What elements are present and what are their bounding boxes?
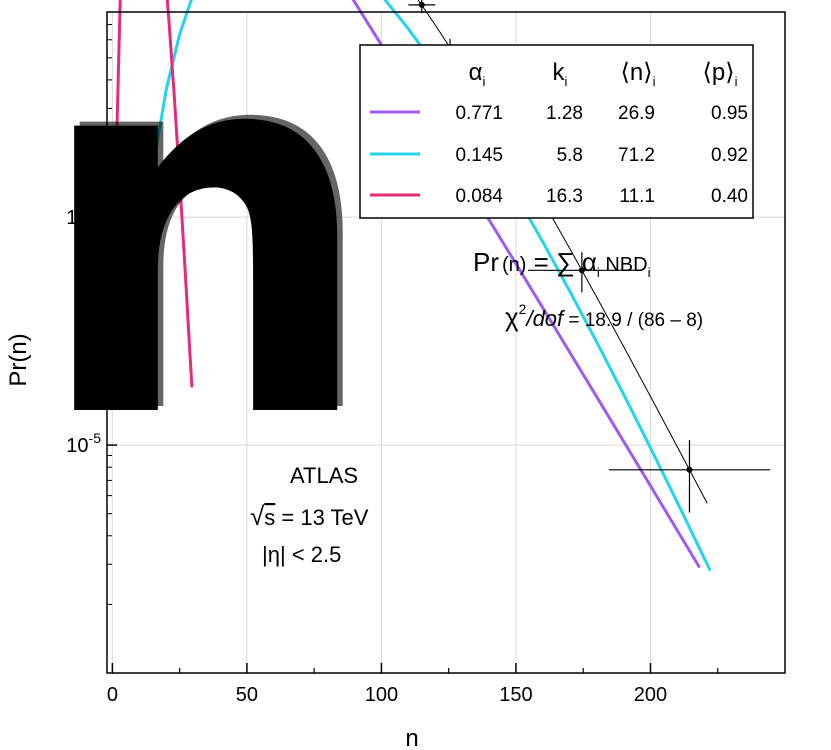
x-tick-label: 200	[634, 684, 667, 706]
legend-header: αi ki ⟨n⟩i ⟨p⟩i	[469, 59, 738, 89]
binned-data-point	[686, 466, 693, 473]
legend-header-cell: ⟨p⟩i	[703, 59, 738, 89]
legend-header-sub: i	[482, 74, 485, 89]
x-tick-label: 50	[236, 684, 258, 706]
legend-cell: 5.8	[557, 145, 583, 166]
binned-data-point	[578, 267, 585, 274]
chi2-value: = 18.9 / (86 – 8)	[563, 310, 703, 331]
energy-label: √s = 13 TeV	[250, 501, 369, 531]
legend-header-sub: i	[735, 74, 738, 89]
legend-box	[359, 44, 754, 219]
svg-text:n: n	[40, 0, 381, 529]
chi2-dof: /dof	[524, 306, 566, 331]
sqrt-s: s	[264, 505, 275, 530]
series-line-3	[417, 0, 708, 504]
legend-cell: 0.084	[455, 186, 503, 207]
binned-data-point	[418, 1, 425, 8]
legend-header-cell: ki	[553, 59, 568, 89]
legend-rows: 0.771 1.28 26.9 0.95 0.145 5.8 71.2 0.92 0.084 16…	[370, 103, 748, 207]
formula-lhs: Pr	[473, 247, 499, 277]
legend-cell: 0.92	[711, 145, 748, 166]
y-tick-exponent: -5	[89, 430, 102, 446]
chi2-label: χ2/dof = 18.9 / (86 – 8)	[505, 301, 703, 332]
svg-text:n: n	[34, 0, 375, 533]
x-axis-title: n	[405, 725, 418, 750]
legend-cell: 26.9	[618, 103, 655, 124]
formula-nbd-sub: i	[648, 265, 651, 280]
legend-header-symbol: k	[553, 59, 566, 86]
x-tick-label: 100	[365, 684, 398, 706]
legend-header-sub: i	[565, 74, 568, 89]
legend-cell: 0.95	[711, 103, 748, 124]
legend-cell: 0.40	[711, 186, 748, 207]
legend-header-cell: αi	[469, 59, 486, 89]
formula-nbd: NBD	[600, 254, 648, 276]
eta-label: |η| < 2.5	[262, 542, 341, 567]
x-tick-label: 0	[107, 684, 118, 706]
legend-header-cell: ⟨n⟩i	[621, 59, 656, 89]
sqrt-symbol: √	[250, 501, 265, 531]
legend-cell: 0.145	[455, 145, 503, 166]
legend-header-symbol: ⟨p⟩	[703, 59, 735, 86]
series-line-1	[129, 0, 712, 571]
energy-value: = 13 TeV	[275, 505, 368, 530]
y-tick-label: 10-4	[66, 202, 101, 229]
experiment-label: ATLAS	[290, 463, 358, 488]
chi2-sup: 2	[519, 301, 527, 317]
plot-frame	[106, 11, 786, 674]
y-tick-exponent: -4	[89, 202, 102, 218]
y-tick-base: 10	[66, 207, 88, 229]
y-axis-title: Pr(n)	[5, 333, 32, 386]
legend-cell: 16.3	[546, 186, 583, 207]
legend-cell: 0.771	[455, 103, 503, 124]
formula-eq: = ∑	[526, 247, 581, 277]
legend-header-sub: i	[653, 74, 656, 89]
legend-cell: 11.1	[619, 186, 655, 207]
legend-header-symbol: α	[469, 59, 483, 86]
series-line-2	[113, 0, 194, 388]
chi2-chi: χ	[505, 302, 519, 332]
overlay-glyph: n n	[34, 0, 380, 533]
x-tick-label: 150	[499, 684, 532, 706]
legend-cell: 1.28	[546, 103, 583, 124]
formula-alpha-sub: i	[597, 265, 600, 280]
y-tick-base: 10	[66, 435, 88, 457]
y-tick-label: 10-5	[66, 430, 101, 457]
legend-cell: 71.2	[618, 145, 655, 166]
formula: Pr (n) = ∑ αi NBDi	[473, 247, 651, 280]
legend: αi ki ⟨n⟩i ⟨p⟩i 0.771 1.28 26.9 0.950.145 5.8 71…	[359, 44, 754, 219]
formula-alpha: α	[582, 247, 597, 277]
legend-header-symbol: ⟨n⟩	[621, 59, 653, 86]
formula-arg: (n)	[502, 254, 526, 276]
